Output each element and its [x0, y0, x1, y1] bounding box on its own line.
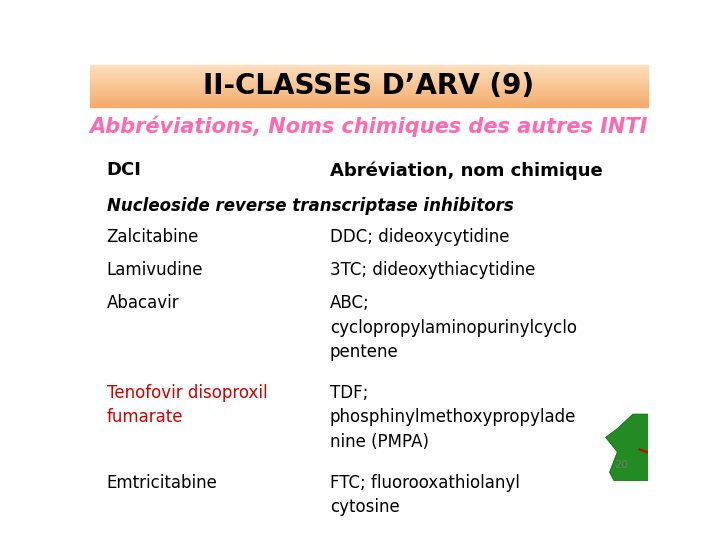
- Text: 20: 20: [614, 460, 629, 470]
- Bar: [90, 89, 648, 90]
- Bar: [90, 79, 648, 80]
- Bar: [90, 103, 648, 104]
- Text: 3TC; dideoxythiacytidine: 3TC; dideoxythiacytidine: [330, 261, 535, 279]
- Bar: [90, 82, 648, 83]
- Text: Emtricitabine: Emtricitabine: [107, 474, 217, 492]
- Text: Abbréviations, Noms chimiques des autres INTI: Abbréviations, Noms chimiques des autres…: [90, 116, 648, 137]
- Text: II-CLASSES D’ARV (9): II-CLASSES D’ARV (9): [204, 72, 534, 100]
- Bar: [90, 101, 648, 102]
- Bar: [90, 92, 648, 93]
- Bar: [90, 80, 648, 82]
- Bar: [90, 69, 648, 70]
- Text: FTC; fluorooxathiolanyl
cytosine: FTC; fluorooxathiolanyl cytosine: [330, 474, 520, 516]
- Bar: [90, 65, 648, 66]
- Text: DDC; dideoxycytidine: DDC; dideoxycytidine: [330, 228, 510, 246]
- Text: ABC;
cyclopropylaminopurinylcyclo
pentene: ABC; cyclopropylaminopurinylcyclo penten…: [330, 294, 577, 361]
- Bar: [90, 94, 648, 96]
- Polygon shape: [606, 414, 657, 496]
- Text: DCI: DCI: [107, 161, 142, 179]
- Text: TDF;
phosphinylmethoxypropylade
nine (PMPA): TDF; phosphinylmethoxypropylade nine (PM…: [330, 384, 576, 451]
- Bar: [90, 97, 648, 98]
- Bar: [90, 91, 648, 92]
- Bar: [90, 83, 648, 84]
- Bar: [90, 100, 648, 101]
- Bar: [90, 84, 648, 85]
- Bar: [90, 73, 648, 75]
- Bar: [90, 67, 648, 68]
- Bar: [90, 78, 648, 79]
- Bar: [90, 99, 648, 100]
- Bar: [90, 106, 648, 107]
- Bar: [90, 72, 648, 73]
- Bar: [90, 96, 648, 97]
- Bar: [90, 98, 648, 99]
- Bar: [90, 85, 648, 86]
- Bar: [90, 66, 648, 67]
- Text: Zalcitabine: Zalcitabine: [107, 228, 199, 246]
- Bar: [90, 90, 648, 91]
- Bar: [90, 77, 648, 78]
- Bar: [90, 105, 648, 106]
- Bar: [90, 76, 648, 77]
- Bar: [90, 68, 648, 69]
- Bar: [90, 88, 648, 89]
- Bar: [90, 87, 648, 88]
- Text: Lamivudine: Lamivudine: [107, 261, 203, 279]
- Text: Abacavir: Abacavir: [107, 294, 179, 312]
- Text: Abréviation, nom chimique: Abréviation, nom chimique: [330, 161, 603, 180]
- Bar: [90, 75, 648, 76]
- Bar: [90, 70, 648, 71]
- Bar: [90, 71, 648, 72]
- Bar: [90, 102, 648, 103]
- Bar: [90, 86, 648, 87]
- Text: Nucleoside reverse transcriptase inhibitors: Nucleoside reverse transcriptase inhibit…: [107, 197, 513, 214]
- Bar: [90, 104, 648, 105]
- Bar: [90, 93, 648, 94]
- Text: Tenofovir disoproxil
fumarate: Tenofovir disoproxil fumarate: [107, 384, 267, 427]
